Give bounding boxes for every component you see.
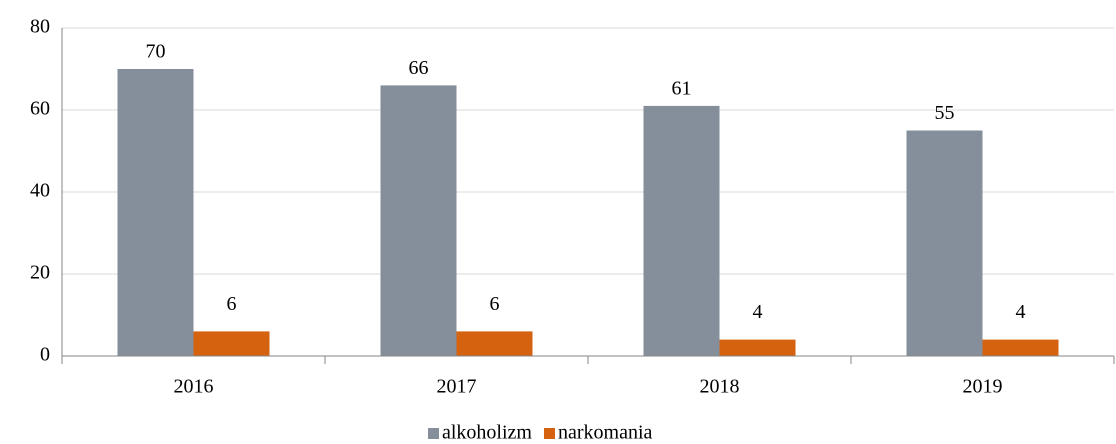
- legend-swatch: [543, 428, 555, 439]
- legend-label: alkoholizm: [442, 422, 532, 444]
- x-tick-label: 2017: [437, 376, 477, 398]
- bar: [906, 130, 983, 356]
- bar: [456, 331, 533, 356]
- data-label: 70: [146, 41, 166, 63]
- y-tick-label: 20: [30, 262, 50, 284]
- y-tick-label: 0: [40, 344, 50, 366]
- bar: [193, 331, 270, 356]
- legend-swatch: [428, 428, 439, 439]
- bar: [982, 339, 1059, 356]
- x-tick-label: 2016: [174, 376, 214, 398]
- data-label: 6: [227, 293, 237, 315]
- data-label: 55: [935, 102, 955, 124]
- data-label: 66: [409, 57, 429, 79]
- x-tick-label: 2019: [963, 376, 1003, 398]
- data-label: 6: [490, 293, 500, 315]
- y-tick-label: 60: [30, 98, 50, 120]
- x-tick-label: 2018: [700, 376, 740, 398]
- y-tick-label: 80: [30, 16, 50, 38]
- bar: [643, 105, 720, 357]
- data-label: 61: [672, 77, 692, 99]
- bar: [117, 69, 194, 356]
- bar: [719, 339, 796, 356]
- bar: [380, 85, 457, 357]
- legend-label: narkomania: [558, 422, 653, 444]
- data-label: 4: [1016, 301, 1026, 323]
- data-label: 4: [753, 301, 763, 323]
- y-tick-label: 40: [30, 180, 50, 202]
